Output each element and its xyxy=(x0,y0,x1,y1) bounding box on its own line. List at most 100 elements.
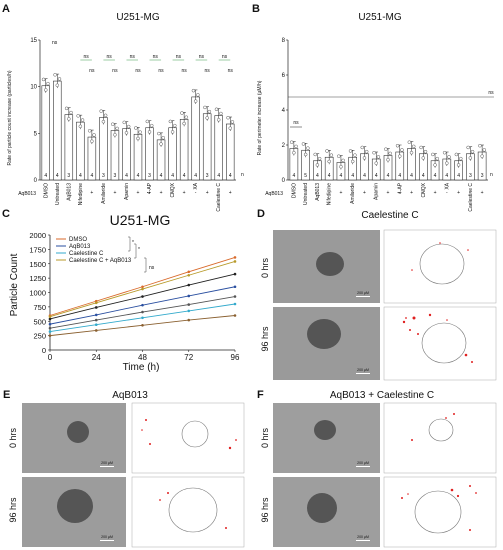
panel-d-row-0hrs: 0 hrs xyxy=(260,257,270,278)
panel-c-ytick-label: 2000 xyxy=(29,231,46,240)
panel-b-letter: B xyxy=(252,3,260,15)
panel-e-letter: E xyxy=(3,389,10,401)
panel-c-series-point xyxy=(187,294,191,298)
panel-a-point xyxy=(41,77,46,82)
panel-a-point xyxy=(99,109,103,113)
panel-a-n-count: 3 xyxy=(206,173,209,179)
panel-d-scalebar-0 xyxy=(356,296,370,297)
panel-a-n-count: 4 xyxy=(171,173,174,179)
panel-a-category-label: Untreated xyxy=(55,183,61,205)
panel-a-bar xyxy=(179,119,189,181)
panel-a-aqb013-sign: + xyxy=(206,190,209,196)
panel-a-point xyxy=(191,88,196,93)
panel-b-point xyxy=(303,152,308,157)
panel-b-n-count: 4 xyxy=(398,173,401,179)
panel-c-series-point xyxy=(187,303,191,306)
panel-a-point xyxy=(115,126,119,131)
panel-a-bar xyxy=(76,121,85,181)
panel-a-point xyxy=(219,111,223,116)
panel-a-sig-green: ns xyxy=(130,54,136,60)
panel-a-aqb013-sign: - xyxy=(218,190,220,196)
panel-a-point xyxy=(134,126,138,130)
panel-c-series-point xyxy=(94,323,98,327)
panel-a-ylabel: Rate of particle count increase (particl… xyxy=(7,70,13,165)
panel-a-point xyxy=(149,123,154,128)
panel-a-sig-red: ns xyxy=(181,68,187,74)
panel-a-n-count: 4 xyxy=(56,173,59,179)
panel-e-contour-0 xyxy=(181,420,209,448)
panel-b-aqb013-sign: - xyxy=(352,190,354,196)
panel-b-point xyxy=(325,149,329,153)
panel-b-point xyxy=(313,152,317,157)
panel-c-series-point xyxy=(48,330,52,333)
panel-b-aqb013-sign: + xyxy=(339,190,342,196)
panel-c-ytick-label: 500 xyxy=(33,317,46,326)
panel-c-series-point xyxy=(187,270,191,274)
panel-c-ytick-label: 1000 xyxy=(29,289,46,298)
panel-b-category-label: AqB013 xyxy=(315,183,321,201)
panel-c-series-point xyxy=(48,334,52,337)
panel-c-legend-label: DMSO xyxy=(69,237,87,243)
panel-a-n-count: 4 xyxy=(125,173,128,179)
panel-b-aqb013-sign: + xyxy=(481,190,484,196)
panel-a-point xyxy=(216,118,221,122)
panel-a-point xyxy=(103,113,108,118)
panel-a-sig-green: ns xyxy=(153,54,159,60)
panel-a-point xyxy=(203,105,207,110)
panel-a-point xyxy=(168,119,173,124)
panel-c-ytick-label: 0 xyxy=(42,346,46,355)
panel-e-scalebar-0-label: 200 µM xyxy=(101,461,113,465)
panel-b-aqb013-sign: - xyxy=(422,190,424,196)
panel-a-aqb013-sign: - xyxy=(195,190,197,196)
panel-c-legend-label: Caelestine C + AqB013 xyxy=(69,258,132,264)
panel-a-n-count: 4 xyxy=(90,173,93,179)
panel-a-point xyxy=(228,126,232,130)
panel-b-point xyxy=(294,144,298,149)
panel-a-sig-red: ns xyxy=(158,68,164,74)
panel-a-n-count: 3 xyxy=(148,173,151,179)
panel-a-ytick-label: 10 xyxy=(30,85,37,91)
panel-b-point xyxy=(431,152,435,157)
panel-b-category-label: Untreated xyxy=(303,183,309,205)
panel-b-point xyxy=(289,140,294,144)
panel-b-point xyxy=(329,153,334,157)
panel-b-n-count: 4 xyxy=(340,173,343,179)
panel-a-point xyxy=(138,130,142,134)
panel-b-point xyxy=(364,149,369,154)
panel-b-point xyxy=(306,146,310,150)
panel-a-bar xyxy=(202,113,212,181)
panel-e-spheroid-0 xyxy=(67,421,89,443)
panel-a-ytick-label: 0 xyxy=(34,178,38,184)
panel-d-title: Caelestine C xyxy=(361,210,418,221)
panel-a-point xyxy=(196,93,200,97)
panel-b-n-count: 4 xyxy=(434,173,437,179)
panel-a-sig-green: ns xyxy=(107,54,113,60)
panel-b-category-label: Caelestine C xyxy=(468,183,474,212)
panel-f-scalebar-96 xyxy=(356,540,370,541)
panel-a-point xyxy=(87,129,92,133)
panel-a-category-label: XA xyxy=(193,182,199,189)
panel-b-aqb013-sign: + xyxy=(363,190,366,196)
panel-b-ytick-label: 8 xyxy=(282,38,286,44)
panel-a-title: U251-MG xyxy=(116,12,160,23)
panel-a-aqb013-sign: - xyxy=(126,190,128,196)
panel-b-category-label: XA xyxy=(444,182,450,189)
panel-a-n-count: 4 xyxy=(183,173,186,179)
panel-e-row-96hrs: 96 hrs xyxy=(8,497,18,523)
panel-a-aqb013-sign: + xyxy=(113,190,116,196)
panel-d-letter: D xyxy=(257,208,265,220)
panel-b-n-count: 4 xyxy=(445,173,448,179)
panel-b-category-label: Nifedipine xyxy=(327,183,333,205)
panel-b-point xyxy=(435,156,440,161)
panel-b-point xyxy=(388,151,392,156)
panel-a-n-count: 4 xyxy=(44,173,47,179)
panel-b-point xyxy=(339,164,343,169)
panel-a-sig-green: ns xyxy=(199,54,205,60)
panel-c-xlabel: Time (h) xyxy=(123,362,160,373)
panel-b-point xyxy=(454,152,459,157)
panel-a-point xyxy=(55,83,60,88)
panel-c-xtick-label: 0 xyxy=(48,353,53,362)
panel-b-point xyxy=(386,157,390,162)
panel-c-series-point xyxy=(141,310,144,314)
